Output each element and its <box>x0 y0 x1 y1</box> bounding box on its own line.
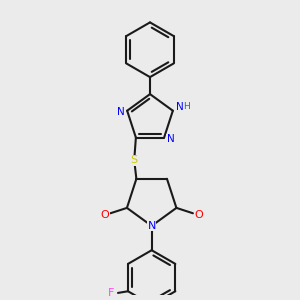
Text: S: S <box>131 155 138 165</box>
Text: F: F <box>108 288 115 298</box>
Text: H: H <box>183 102 190 111</box>
Text: O: O <box>100 210 109 220</box>
Text: N: N <box>148 221 156 231</box>
Text: N: N <box>176 102 183 112</box>
Text: N: N <box>117 107 124 117</box>
Text: O: O <box>194 210 203 220</box>
Text: N: N <box>167 134 175 144</box>
